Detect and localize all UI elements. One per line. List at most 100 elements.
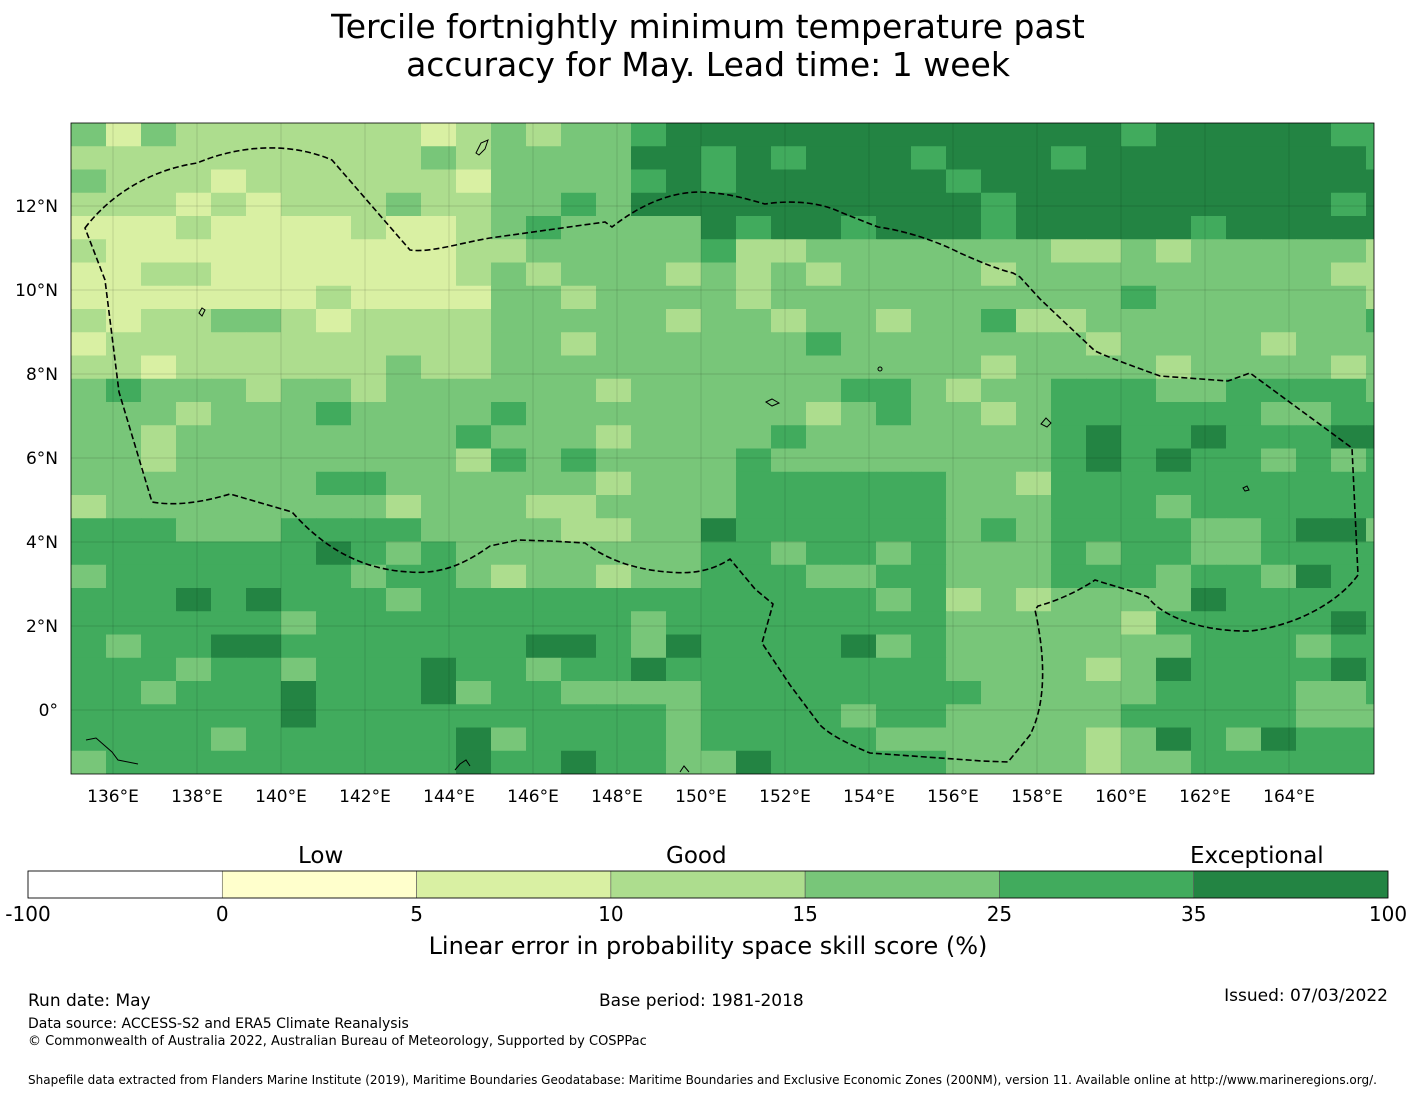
skill-cell	[421, 564, 457, 589]
skill-cell	[491, 262, 527, 287]
skill-cell	[526, 378, 562, 403]
skill-cell	[351, 588, 387, 612]
skill-cell	[876, 309, 912, 333]
skill-cell	[1191, 518, 1227, 542]
skill-cell	[1121, 309, 1157, 333]
skill-cell	[561, 239, 597, 263]
skill-cell	[316, 704, 352, 728]
skill-cell	[211, 146, 247, 170]
skill-cell	[736, 588, 772, 612]
skill-cell	[736, 657, 772, 682]
skill-cell	[701, 123, 737, 147]
skill-cell	[281, 425, 317, 449]
skill-cell	[1226, 402, 1262, 426]
skill-cell	[981, 216, 1017, 240]
skill-cell	[456, 727, 492, 752]
skill-cell	[1366, 704, 1374, 728]
longitude-label: 144°E	[423, 787, 475, 807]
skill-cell	[911, 704, 947, 728]
skill-cell	[1086, 146, 1122, 170]
skill-cell	[736, 681, 772, 705]
skill-cell	[1226, 588, 1262, 612]
skill-cell	[736, 471, 772, 496]
skill-cell	[1121, 332, 1157, 356]
longitude-label: 150°E	[675, 787, 727, 807]
skill-cell	[1296, 262, 1332, 287]
skill-cell	[71, 541, 107, 566]
skill-cell	[911, 169, 947, 194]
skill-cell	[1051, 425, 1087, 449]
skill-cell	[631, 564, 667, 589]
skill-cell	[1331, 123, 1367, 147]
skill-cell	[1331, 262, 1367, 287]
skill-cell	[71, 425, 107, 449]
skill-cell	[1261, 495, 1297, 519]
skill-cell	[71, 704, 107, 728]
skill-cell	[71, 192, 107, 217]
skill-cell	[701, 588, 737, 612]
skill-cell	[526, 681, 562, 705]
skill-cell	[841, 425, 877, 449]
skill-cell	[596, 146, 632, 170]
skill-cell	[666, 750, 702, 774]
colorbar	[27, 870, 1389, 899]
skill-cell	[806, 262, 842, 287]
skill-cell	[211, 518, 247, 542]
skill-cell	[876, 192, 912, 217]
skill-cell	[456, 146, 492, 170]
skill-cell	[736, 355, 772, 380]
skill-cell	[246, 541, 282, 566]
longitude-label: 160°E	[1095, 787, 1147, 807]
skill-cell	[246, 750, 282, 774]
colorbar-segment	[804, 870, 1000, 899]
skill-cell	[911, 425, 947, 449]
skill-cell	[106, 518, 142, 542]
skill-cell	[981, 518, 1017, 542]
skill-cell	[281, 378, 317, 403]
skill-cell	[316, 239, 352, 263]
skill-cell	[946, 471, 982, 496]
skill-cell	[701, 239, 737, 263]
skill-cell	[666, 425, 702, 449]
skill-cell	[1331, 448, 1367, 473]
skill-cell	[491, 239, 527, 263]
skill-cell	[946, 378, 982, 403]
skill-cell	[141, 681, 177, 705]
skill-cell	[421, 378, 457, 403]
skill-cell	[561, 355, 597, 380]
skill-cell	[456, 541, 492, 566]
skill-cell	[351, 425, 387, 449]
skill-cell	[701, 309, 737, 333]
skill-cell	[281, 588, 317, 612]
skill-cell	[211, 192, 247, 217]
skill-cell	[281, 123, 317, 147]
skill-cell	[246, 657, 282, 682]
skill-cell	[806, 169, 842, 194]
skill-cell	[1366, 378, 1374, 403]
skill-cell	[456, 495, 492, 519]
skill-cell	[1296, 285, 1332, 310]
skill-cell	[316, 518, 352, 542]
skill-cell	[491, 541, 527, 566]
skill-cell	[246, 634, 282, 659]
skill-cell	[106, 750, 142, 774]
skill-cell	[71, 657, 107, 682]
skill-cell	[911, 518, 947, 542]
skill-cell	[1051, 471, 1087, 496]
skill-cell	[281, 402, 317, 426]
skill-cell	[71, 518, 107, 542]
skill-cell	[456, 262, 492, 287]
skill-cell	[141, 657, 177, 682]
skill-cell	[106, 681, 142, 705]
skill-cell	[526, 285, 562, 310]
skill-cell	[1086, 355, 1122, 380]
skill-cell	[771, 634, 807, 659]
skill-cell	[771, 681, 807, 705]
skill-cell	[246, 681, 282, 705]
skill-cell	[351, 192, 387, 217]
longitude-label: 152°E	[759, 787, 811, 807]
skill-cell	[141, 216, 177, 240]
skill-cell	[141, 123, 177, 147]
skill-cell	[1191, 332, 1227, 356]
skill-cell	[526, 216, 562, 240]
